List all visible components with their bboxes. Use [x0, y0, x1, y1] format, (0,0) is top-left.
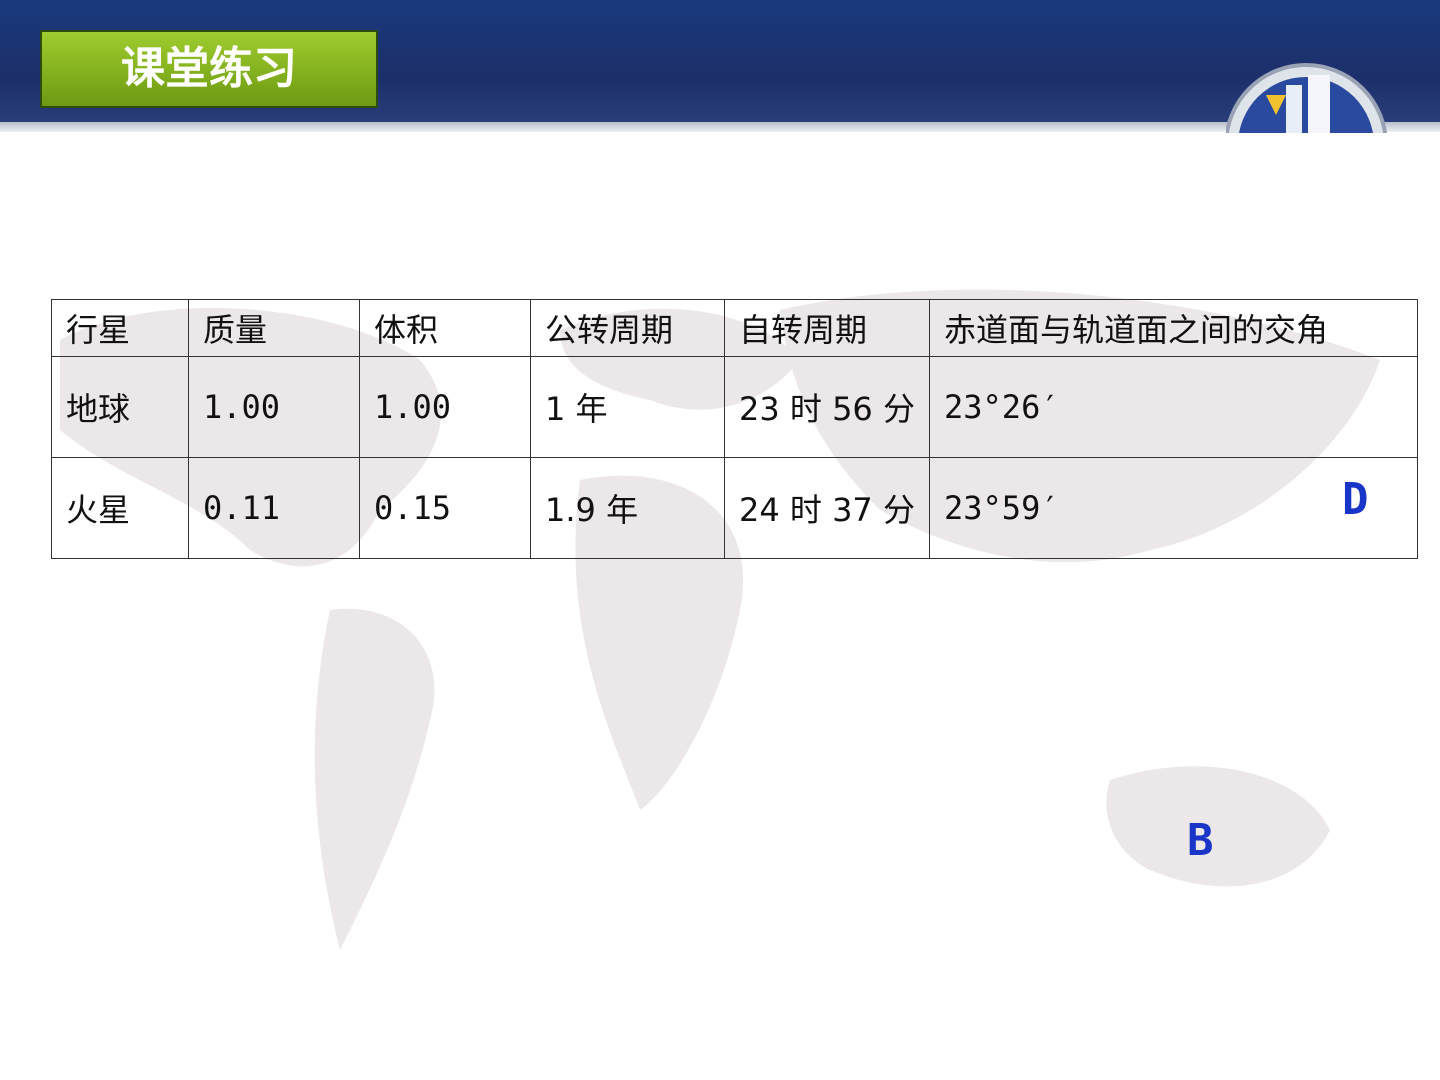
answer: D	[1342, 474, 1369, 525]
table-cell: 0.15	[359, 457, 531, 559]
table-cell: 24 时 37 分	[724, 457, 930, 559]
table-cell: 1.00	[188, 356, 360, 458]
table-cell: 23°59′	[929, 457, 1418, 559]
table-cell: 体积	[359, 299, 531, 357]
table-cell: 23°26′	[929, 356, 1418, 458]
table-cell: 赤道面与轨道面之间的交角	[929, 299, 1418, 357]
table-cell: 1.9 年	[530, 457, 725, 559]
table-cell: 0.11	[188, 457, 360, 559]
table-row: 行星 质量 体积 公转周期 自转周期 赤道面与轨道面之间的交角	[51, 299, 1418, 357]
table-cell: 1.00	[359, 356, 531, 458]
table-row: 火星 0.11 0.15 1.9 年 24 时 37 分 23°59′	[51, 457, 1418, 559]
logo	[1226, 63, 1396, 195]
table-cell: 质量	[188, 299, 360, 357]
table-cell: 行星	[51, 299, 189, 357]
table-row: 地球 1.00 1.00 1 年 23 时 56 分 23°26′	[51, 356, 1418, 458]
table-cell: 公转周期	[530, 299, 725, 357]
answer: B	[1187, 815, 1214, 866]
slide-title: 课堂练习	[40, 30, 378, 108]
table-cell: 1 年	[530, 356, 725, 458]
table-cell: 火星	[51, 457, 189, 559]
table-cell: 23 时 56 分	[724, 356, 930, 458]
table-cell: 地球	[51, 356, 189, 458]
header-shadow	[0, 122, 1440, 132]
table-cell: 自转周期	[724, 299, 930, 357]
